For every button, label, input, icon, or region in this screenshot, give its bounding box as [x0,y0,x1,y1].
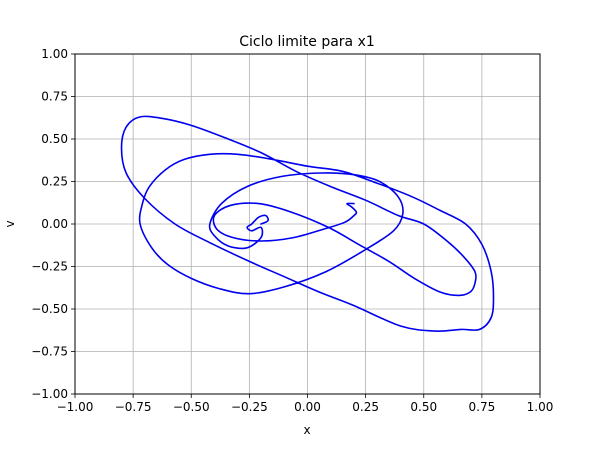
chart-title: Ciclo limite para x1 [239,34,375,50]
x-tick-label: 0.00 [294,400,321,414]
x-tick-label: −0.75 [115,400,152,414]
y-tick-label: −1.00 [31,387,68,401]
limit-cycle-line [120,115,495,333]
grid [74,53,541,395]
y-tick-label: 0.50 [41,132,68,146]
x-tick-label: −0.25 [231,400,268,414]
y-tick-label: −0.25 [31,260,68,274]
y-tick-label: 0.25 [41,175,68,189]
x-tick-label: −0.50 [173,400,210,414]
x-tick-label: 0.50 [410,400,437,414]
y-tick-label: 0.75 [41,90,68,104]
x-tick-label: 0.75 [469,400,496,414]
y-axis-label: v [3,220,17,227]
x-tick-label: −1.00 [57,400,94,414]
x-axis-label: x [303,423,310,437]
ticks [71,53,541,398]
y-tick-label: −0.50 [31,302,68,316]
x-tick-label: 1.00 [527,400,554,414]
y-tick-label: 1.00 [41,47,68,61]
x-tick-label: 0.25 [352,400,379,414]
y-tick-label: 0.00 [41,217,68,231]
plot-frame [74,53,541,395]
tick-labels: −1.00 −0.75 −0.50 −0.25 0.00 0.25 0.50 0.75 1.00… [31,47,553,414]
y-tick-label: −0.75 [31,345,68,359]
